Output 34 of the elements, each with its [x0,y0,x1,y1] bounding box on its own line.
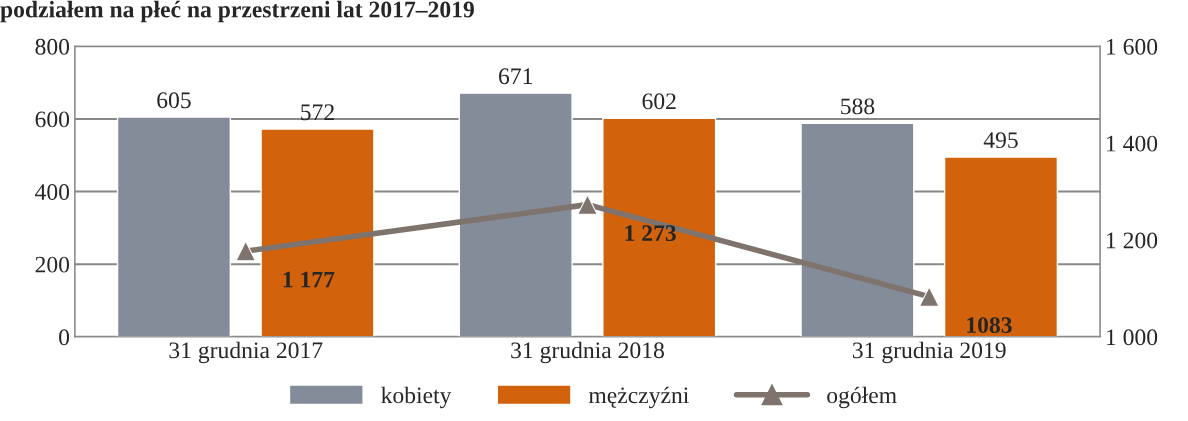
data-label: 1 177 [283,271,335,288]
y2-tick-label: 1 600 [1107,38,1158,55]
data-label: 572 [301,104,334,121]
bar [260,128,375,337]
data-label: 671 [499,68,532,85]
x-tick-label: 31 grudnia 2018 [511,341,664,364]
data-label: 1083 [967,317,1012,334]
point [235,240,256,262]
legend-label: ogółem [827,386,897,409]
bar [943,156,1059,337]
y2-tick-label: 1 400 [1107,135,1158,152]
chart-title: podziałem na płeć na przestrzeni lat 2017–2019 [0,0,474,23]
y-tick-label: 200 [35,256,70,273]
point [577,194,598,215]
bar [800,122,915,337]
point [918,286,940,307]
data-label: 605 [157,92,191,109]
y-tick-label: 600 [35,111,70,128]
x-tick-label: 31 grudnia 2019 [852,341,1006,364]
y-tick-label: 400 [35,184,70,200]
y-tick-label: 800 [35,38,70,55]
y-tick-label: 0 [59,329,70,346]
data-label: 1 273 [625,225,676,242]
data-label: 602 [642,93,676,110]
y2-tick-label: 1 200 [1107,232,1158,249]
bar [458,92,573,337]
legend-label: mężczyźni [588,386,689,409]
x-tick-label: 31 grudnia 2017 [169,341,323,364]
y2-tick-label: 1 000 [1107,329,1158,346]
legend-label: kobiety [381,386,452,409]
data-label: 495 [983,132,1018,149]
bar [602,117,717,337]
data-label: 588 [841,98,875,115]
bar [116,116,232,337]
